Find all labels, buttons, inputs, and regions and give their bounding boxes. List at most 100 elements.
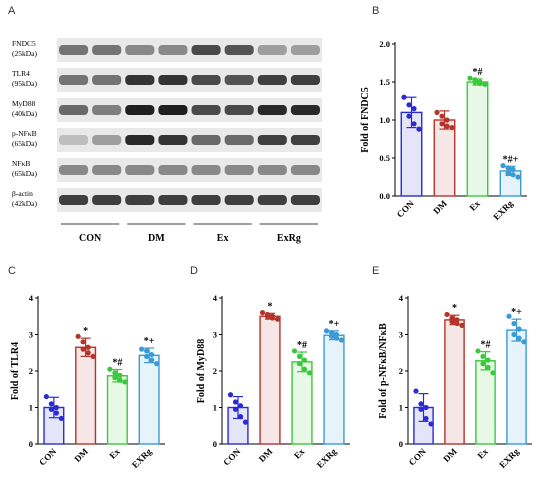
bar [466,81,489,197]
blot-band [125,105,155,115]
data-point [444,117,450,123]
blot-band [125,75,155,85]
data-point [449,125,455,131]
significance-label: *# [473,67,483,78]
y-tick-label: 0 [29,439,33,449]
category-label: EXRg [497,446,521,470]
blot-group-label: CON [79,233,102,244]
data-point [454,317,460,323]
blot-group-label: DM [148,233,165,244]
data-point [510,172,516,178]
blot-band [59,195,89,205]
category-label: DM [72,446,90,464]
blot-band [290,75,320,85]
data-point [144,348,150,354]
blot-band [191,45,221,55]
blot-protein-size: (65kDa) [12,139,37,148]
blot-band [257,105,287,115]
blot-band [125,165,155,175]
significance-label: * [268,301,273,312]
category-label: CON [221,446,243,468]
blot-band [191,195,221,205]
panel-letter: C [8,265,16,277]
data-point [80,339,86,345]
data-point [505,165,511,171]
data-point [154,361,160,367]
data-point [328,330,335,336]
data-point [444,123,450,129]
category-label: Ex [475,446,490,461]
blot-protein-name: TLR4 [12,69,30,78]
western-blot-panel: A FNDC5(25kDa) TLR4(95kDa) MyD88(40kDa) p-NF… [8,5,322,244]
panel-letter: E [372,265,379,277]
data-point [423,404,429,411]
data-point [107,366,113,372]
y-tick-label: 2 [213,366,217,376]
data-point [482,81,488,87]
blot-band [224,195,254,205]
data-point [406,102,412,108]
data-point [418,406,424,412]
data-point [510,166,516,172]
data-point [480,353,486,359]
data-point [291,348,298,354]
data-point [418,401,424,407]
data-point [122,379,128,385]
blot-band [224,135,254,145]
y-tick-label: 0 [399,439,403,449]
blot-band [125,45,155,55]
category-label: DM [257,446,275,464]
blot-row: p-NFκB(65kDa) [12,128,322,152]
blot-band [158,45,188,55]
blot-row: NFκB(65kDa) [12,158,322,182]
data-point [511,331,517,338]
data-point [80,346,86,352]
blot-band [92,75,122,85]
data-point [328,333,335,339]
blot-protein-name: β-actin [12,189,33,198]
data-point [144,353,150,359]
blot-band [224,165,254,175]
data-point [490,370,496,376]
bar [106,375,128,445]
data-point [521,339,527,345]
data-point [237,414,244,420]
significance-label: *# [297,340,307,351]
blot-band [59,45,89,55]
blot-band [191,135,221,145]
category-label: Ex [292,446,307,461]
y-tick-label: 2.0 [379,39,390,49]
blot-band [125,135,155,145]
significance-label: *+ [329,319,340,330]
data-point [516,335,522,341]
y-axis-label: Fold of TLR4 [10,342,21,400]
category-label: Ex [467,198,482,213]
blot-row: FNDC5(25kDa) [12,38,322,62]
y-tick-label: 3 [399,330,403,340]
y-tick-label: 1 [29,403,33,413]
data-point [232,406,239,412]
bar [259,315,281,445]
blot-band [290,195,320,205]
data-point [475,348,481,354]
blot-band [257,165,287,175]
y-tick-label: 1 [399,403,403,413]
data-point [149,357,155,363]
blot-band [158,135,188,145]
chart-panel-e: E 0 1 2 3 4 Fold of p-NFκB/NFκB CON * DM *# Ex *+ EXR… [372,265,532,470]
data-point [515,174,521,180]
blot-row: TLR4(95kDa) [12,68,322,92]
blot-band [257,75,287,85]
data-point [406,113,412,119]
data-point [139,346,145,352]
data-point [511,320,517,327]
blot-band [59,75,89,85]
data-point [58,415,64,422]
data-point [401,94,407,100]
data-point [516,326,522,332]
category-label: Ex [107,446,122,461]
blot-band [92,45,122,55]
blot-row: β-actin(42kDa) [12,188,322,212]
data-point [454,320,460,327]
